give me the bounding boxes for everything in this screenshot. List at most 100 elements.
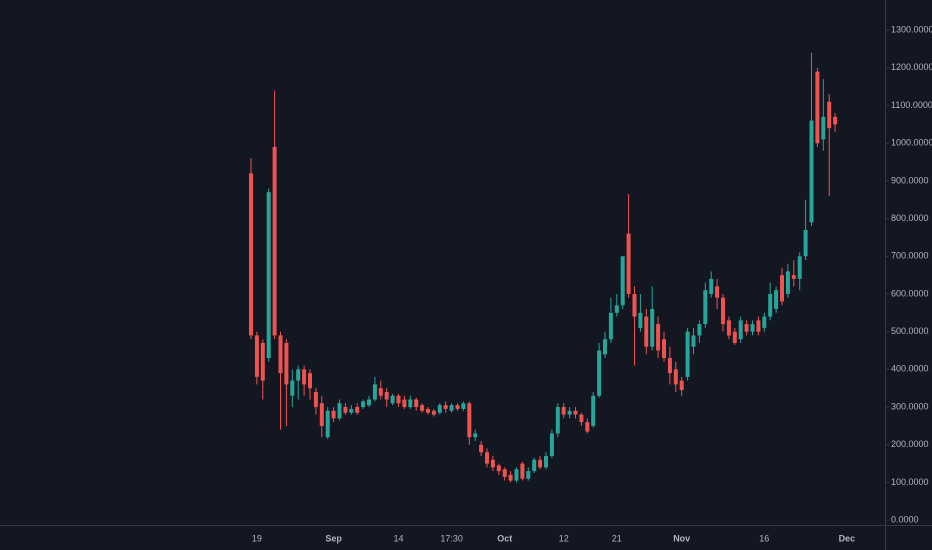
x-tick-label: 16 [759, 533, 769, 543]
candle-body [331, 410, 336, 419]
candle-body [249, 173, 253, 336]
candle-body [549, 433, 554, 457]
candle-body [762, 316, 767, 328]
candle-body [744, 324, 749, 332]
candle-body [514, 469, 519, 481]
candle-body [485, 452, 489, 464]
candle-body [290, 380, 295, 396]
candle-body [520, 463, 525, 479]
candle-body [296, 369, 301, 381]
candle-body [679, 380, 684, 391]
candle-body [768, 293, 773, 317]
x-tick-label: 19 [252, 533, 262, 543]
candle-body [526, 471, 531, 479]
y-tick-label: 100.0000 [891, 477, 929, 487]
candle-body [319, 403, 324, 426]
candle-body [685, 331, 690, 377]
y-tick-label: 500.0000 [891, 326, 929, 336]
candle-body [697, 324, 702, 336]
candle-body [502, 469, 507, 477]
candle-body [254, 335, 259, 377]
candle-body [496, 465, 501, 472]
candle-body [349, 408, 354, 413]
candle-body [449, 405, 454, 411]
candle-body [337, 403, 342, 419]
candle-body [656, 324, 661, 351]
candle-body [408, 399, 413, 408]
candle-body [626, 233, 631, 294]
candle-body [585, 422, 590, 432]
y-tick-label: 1200.0000 [891, 62, 932, 72]
candle-body [473, 433, 478, 438]
y-tick-label: 700.0000 [891, 251, 929, 261]
candle-body [632, 293, 637, 317]
candle-body [437, 405, 442, 413]
candle-body [821, 116, 826, 140]
x-tick-label: Sep [325, 533, 342, 543]
candle-body [673, 369, 678, 385]
candle-body [302, 369, 307, 385]
candle-body [555, 407, 560, 434]
candle-body [272, 146, 277, 336]
candle-body [508, 474, 513, 481]
candle-body [827, 101, 832, 129]
candle-body [785, 271, 790, 294]
candle-body [614, 305, 619, 313]
x-tick-label: 21 [612, 533, 622, 543]
candle-body [833, 116, 838, 125]
y-tick-label: 0.0000 [891, 514, 919, 524]
candle-body [325, 410, 330, 438]
candle-body [461, 403, 466, 409]
candle-body [420, 405, 425, 411]
y-tick-label: 600.0000 [891, 288, 929, 298]
candle-body [756, 320, 761, 332]
x-tick-label: 17:30 [440, 533, 463, 543]
candle-body [361, 401, 366, 408]
candle-body [662, 339, 666, 359]
candle-body [667, 358, 672, 374]
candle-body [780, 275, 784, 302]
candle-body [284, 342, 289, 385]
candle-body [703, 290, 708, 325]
candle-body [384, 391, 389, 400]
candle-body [278, 335, 283, 374]
x-tick-label: 14 [393, 533, 403, 543]
x-tick-label: Oct [497, 533, 512, 543]
y-tick-label: 900.0000 [891, 175, 929, 185]
y-tick-label: 800.0000 [891, 213, 929, 223]
candle-body [638, 312, 643, 328]
candle-body [732, 331, 737, 343]
candle-body [490, 459, 495, 468]
candle-body [378, 388, 383, 396]
candle-body [313, 391, 318, 408]
candle-body [443, 405, 448, 409]
candle-body [774, 290, 779, 310]
candle-body [791, 275, 796, 279]
candle-body [597, 350, 602, 396]
candle-body [467, 403, 472, 438]
candle-body [396, 395, 401, 404]
candle-body [431, 410, 436, 415]
candle-body [603, 339, 607, 355]
candle-body [750, 324, 755, 332]
candle-body [561, 407, 566, 415]
candle-body [809, 120, 814, 223]
x-tick-label: 12 [559, 533, 569, 543]
y-tick-label: 300.0000 [891, 401, 929, 411]
candle-body [567, 410, 572, 415]
candle-body [591, 395, 596, 426]
candle-body [372, 384, 377, 400]
candle-body [726, 320, 731, 336]
candle-body [620, 256, 625, 306]
y-tick-label: 1300.0000 [891, 25, 932, 35]
candle-body [355, 407, 360, 413]
candle-body [532, 459, 537, 472]
candle-body [650, 309, 655, 347]
x-tick-label: Dec [839, 533, 856, 543]
candle-body [815, 71, 820, 144]
candle-body [738, 320, 743, 340]
candle-body [691, 335, 696, 347]
candle-body [266, 192, 271, 359]
